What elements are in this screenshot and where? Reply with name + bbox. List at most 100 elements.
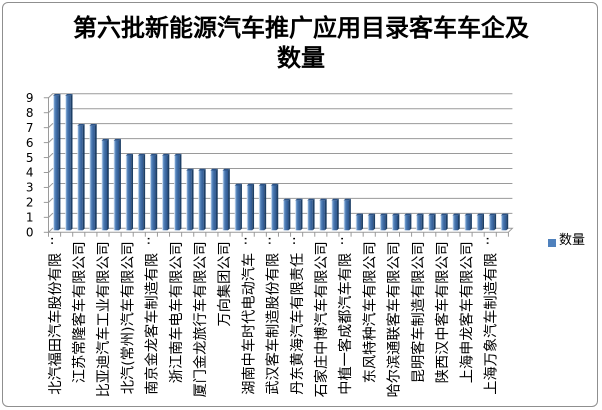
bar-front-face [295,200,301,231]
bar-front-face [101,140,108,231]
bar [391,213,400,231]
bar-front-face [125,155,132,231]
bar-front-face [65,95,71,231]
bar [488,213,497,231]
bar [283,198,291,231]
bar-side-face [361,213,363,231]
x-axis-category-label: 江苏常隆客车有限公司 [71,241,88,383]
bar [295,198,303,231]
y-axis-tick-label: 1 [26,211,34,225]
bar-front-face [162,155,168,231]
gridline [48,93,513,99]
bar [379,213,388,231]
chart-title-line1: 第六批新能源汽车推广应用目录客车车企及 [73,13,529,42]
y-axis-tick-label: 9 [26,91,34,105]
bar [476,213,485,231]
bar-top-face [295,198,303,201]
gridline [48,108,513,114]
y-axis-tick-label: 6 [26,136,34,150]
bar-side-face [421,213,424,231]
gridline [48,123,513,129]
bar [440,213,448,231]
bar-side-face [276,183,279,231]
label-truncation-dots: .. [283,236,299,245]
bar-top-face [428,213,436,216]
bar [101,138,109,231]
bar-side-face [506,213,509,231]
bar-side-face [445,213,448,231]
bar [125,153,134,231]
bar-front-face [464,215,471,231]
bar-side-face [143,153,146,231]
bar-side-face [300,198,303,231]
gridline [48,168,513,173]
bar-top-face [416,213,424,216]
bar-top-face [77,123,85,126]
bar-side-face [264,183,267,231]
x-axis-category-label: 浙江南车电车有限公司 [168,241,185,383]
bar-side-face [82,123,85,231]
bar [270,183,279,231]
bar [222,168,230,231]
bar-front-face [113,140,120,231]
bar-side-face [155,153,158,231]
bar-front-face [258,185,265,231]
bar [65,94,73,231]
bar-top-face [101,138,109,141]
bar [355,213,363,231]
bar [53,94,61,231]
x-axis-category-label: 上海申龙客车有限公司 [458,241,475,383]
bar-top-face [234,183,242,186]
bar [89,123,97,231]
x-axis-category-label: 厦门金龙旅行车有限公司 [192,241,209,397]
label-truncation-dots: .. [138,236,154,245]
bar-side-face [482,213,485,231]
gridline [48,212,513,218]
bar-side-face [167,153,170,231]
bar-front-face [476,215,483,231]
x-axis-category-label: 北汽(常州)汽车有限公司 [119,241,136,394]
x-axis-category-label: 中植一客成都汽车有限.. [331,236,354,394]
bar-side-face [409,213,412,231]
bar-top-face [283,198,291,201]
bar-front-face [53,95,59,231]
bar [464,213,472,231]
bar-top-face [319,198,327,201]
bar-side-face [94,123,97,231]
bar [210,168,218,231]
bar [404,213,412,231]
bar-top-face [53,94,61,96]
bar-side-face [240,183,242,231]
bar-side-face [397,213,400,231]
bar [500,213,509,231]
bar-front-face [488,215,495,231]
bar-front-face [307,200,313,231]
bar [428,213,436,231]
bar-front-face [234,185,241,231]
bar [258,183,267,231]
bar [198,168,206,231]
bar-top-face [367,213,376,216]
bar-side-face [131,153,134,231]
bar [343,198,351,231]
bar-front-face [137,155,144,231]
x-axis-category-label: 哈尔滨通联客车有限公司 [386,241,403,397]
x-axis-category-label: 北汽福田汽车股份有限.. [41,236,64,394]
bar-front-face [391,215,398,231]
bar-top-face [379,213,388,216]
axes [43,97,514,237]
y-axis-tick-label: 8 [26,106,34,120]
label-truncation-dots: .. [331,236,347,245]
bar-side-face [288,198,291,231]
bar-side-face [203,168,206,231]
legend: 数量 [548,233,585,248]
bar [149,153,158,231]
bar-side-face [470,213,472,231]
x-axis-category-label: 湖南中车时代电动汽车.. [234,236,257,394]
bar-top-face [488,213,497,216]
bar [77,123,85,231]
bar-top-face [355,213,363,216]
bar-top-face [246,183,255,186]
bar [452,213,460,231]
